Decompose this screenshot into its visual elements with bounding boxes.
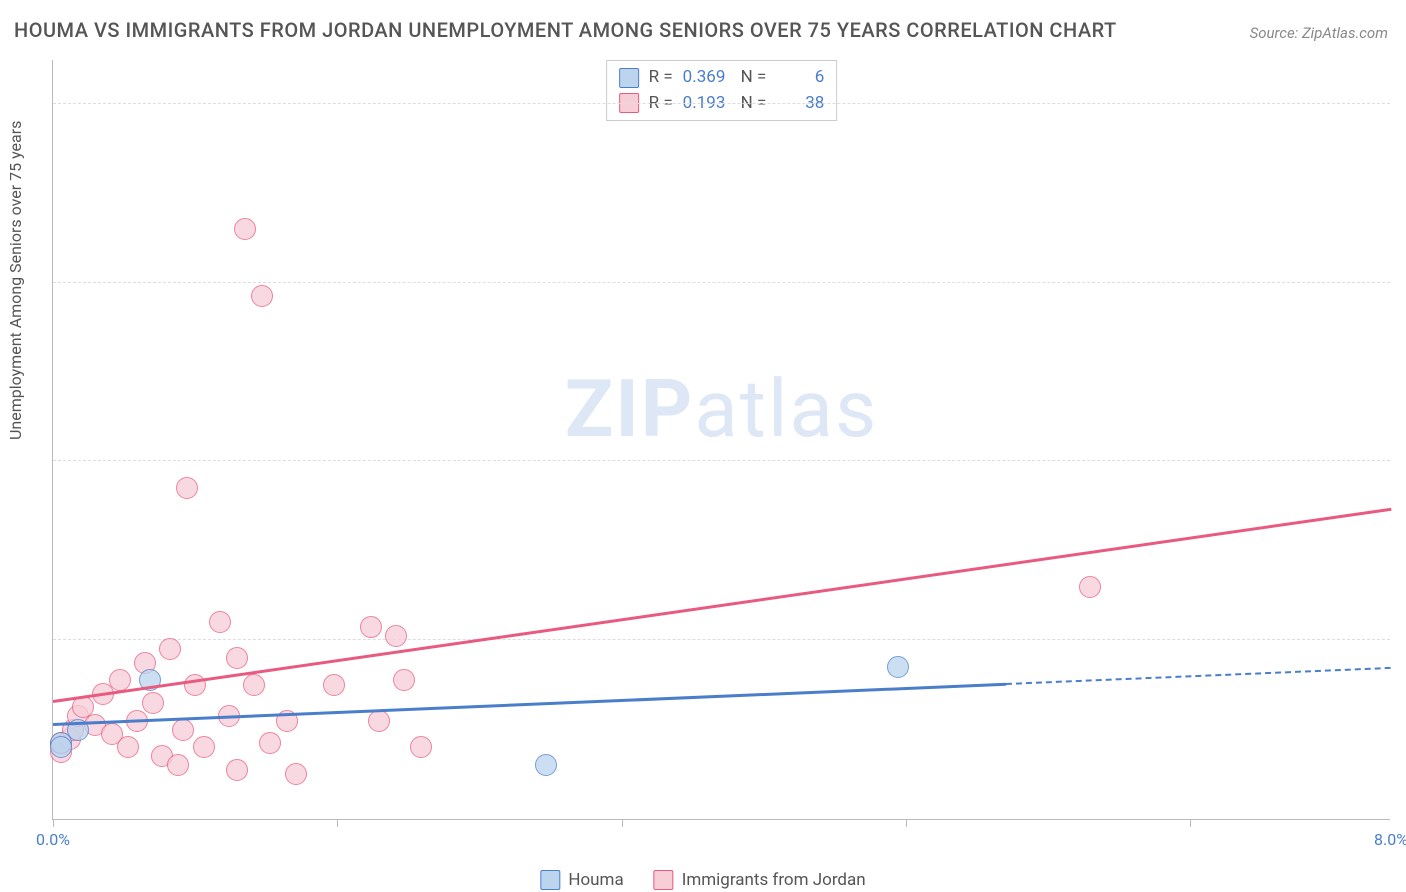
scatter-point <box>360 616 382 638</box>
n-label: N = <box>741 65 767 91</box>
legend-swatch <box>619 68 639 88</box>
y-tick-label: 20.0% <box>1395 631 1406 650</box>
x-tick-label-left: 0.0% <box>36 830 70 849</box>
scatter-point <box>368 710 390 732</box>
y-tick-label: 60.0% <box>1395 273 1406 292</box>
scatter-point <box>1079 576 1101 598</box>
y-tick-label: 40.0% <box>1395 452 1406 471</box>
y-tick-label: 80.0% <box>1395 94 1406 113</box>
scatter-point <box>259 732 281 754</box>
legend-item: Immigrants from Jordan <box>654 870 866 890</box>
watermark: ZIPatlas <box>565 362 878 456</box>
legend-bottom: Houma Immigrants from Jordan <box>540 870 865 890</box>
x-tick <box>622 819 623 827</box>
scatter-point <box>176 477 198 499</box>
plot-area: ZIPatlas R =0.369N =6R =0.193N =38 20.0%… <box>52 60 1390 820</box>
source-attribution: Source: ZipAtlas.com <box>1250 24 1388 42</box>
scatter-point <box>385 625 407 647</box>
x-tick-label-right: 8.0% <box>1374 830 1406 849</box>
scatter-point <box>209 611 231 633</box>
watermark-bold: ZIP <box>565 362 695 456</box>
scatter-point <box>117 736 139 758</box>
stats-row: R = 0.369 N = 6 <box>619 65 825 91</box>
scatter-point <box>172 719 194 741</box>
scatter-point <box>109 669 131 691</box>
scatter-point <box>234 218 256 240</box>
y-axis-label: Unemployment Among Seniors over 75 years <box>6 121 25 440</box>
gridline <box>53 282 1390 283</box>
scatter-point <box>393 669 415 691</box>
scatter-point <box>159 638 181 660</box>
n-value: 6 <box>776 65 824 91</box>
legend-swatch <box>540 870 560 890</box>
scatter-point <box>167 754 189 776</box>
scatter-point <box>142 692 164 714</box>
x-tick <box>53 819 54 827</box>
legend-swatch <box>654 870 674 890</box>
scatter-point <box>535 754 557 776</box>
gridline <box>53 460 1390 461</box>
scatter-point <box>251 285 273 307</box>
trend-line <box>53 508 1391 703</box>
scatter-point <box>410 736 432 758</box>
x-tick <box>906 819 907 827</box>
chart-title: HOUMA VS IMMIGRANTS FROM JORDAN UNEMPLOY… <box>14 18 1117 42</box>
scatter-point <box>226 759 248 781</box>
watermark-light: atlas <box>694 362 878 456</box>
x-tick <box>1190 819 1191 827</box>
scatter-point <box>285 763 307 785</box>
legend-item: Houma <box>540 870 623 890</box>
r-value: 0.369 <box>683 65 731 91</box>
gridline <box>53 639 1390 640</box>
scatter-point <box>193 736 215 758</box>
scatter-point <box>323 674 345 696</box>
scatter-point <box>184 674 206 696</box>
chart-container: HOUMA VS IMMIGRANTS FROM JORDAN UNEMPLOY… <box>0 0 1406 892</box>
legend-label: Immigrants from Jordan <box>682 870 866 890</box>
scatter-point <box>226 647 248 669</box>
trend-line <box>1006 667 1391 685</box>
gridline <box>53 103 1390 104</box>
legend-label: Houma <box>568 870 623 890</box>
scatter-point <box>243 674 265 696</box>
scatter-point <box>50 736 72 758</box>
r-label: R = <box>649 65 673 91</box>
correlation-stats-box: R =0.369N =6R =0.193N =38 <box>606 60 838 121</box>
x-tick <box>337 819 338 827</box>
scatter-point <box>887 656 909 678</box>
